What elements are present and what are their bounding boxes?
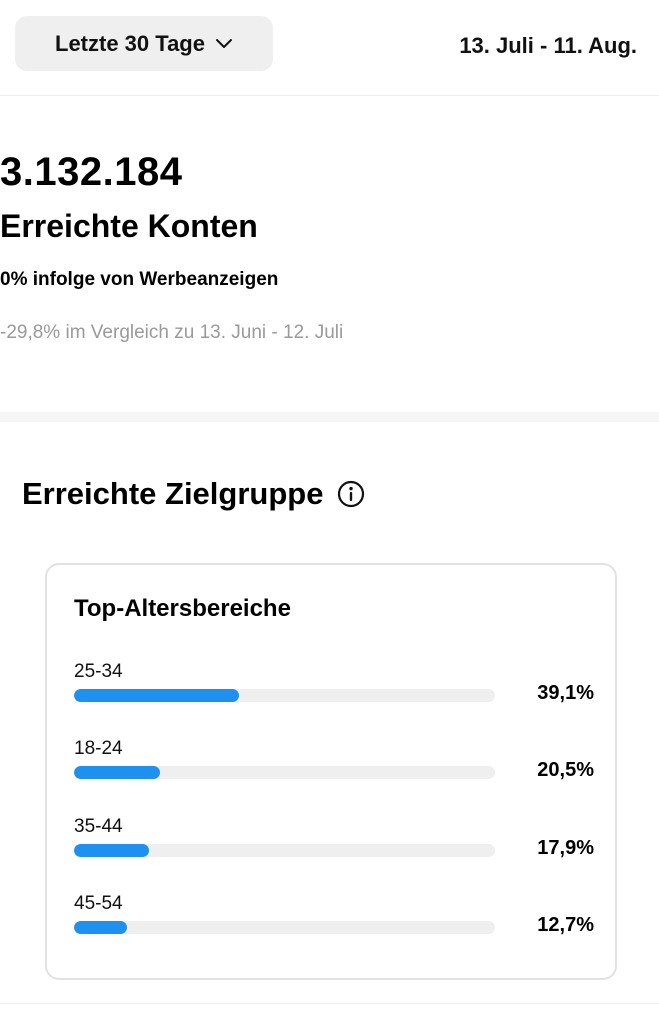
reach-number: 3.132.184 xyxy=(0,150,183,194)
age-range-value: 17,9% xyxy=(537,837,594,859)
age-range-value: 20,5% xyxy=(537,759,594,781)
age-row: 35-44 17,9% xyxy=(74,816,594,866)
audience-title-text: Erreichte Zielgruppe xyxy=(22,476,324,511)
age-bar-track xyxy=(74,766,495,779)
reach-label: Erreichte Konten xyxy=(0,208,258,244)
period-select-button[interactable]: Letzte 30 Tage xyxy=(15,16,273,71)
card-title: Top-Altersbereiche xyxy=(74,595,291,622)
age-bar-track xyxy=(74,689,495,702)
period-label: Letzte 30 Tage xyxy=(55,30,205,56)
age-range-value: 12,7% xyxy=(537,914,594,936)
section-divider xyxy=(0,412,659,422)
chevron-down-icon xyxy=(215,38,232,48)
top-age-ranges-card: Top-Altersbereiche 25-34 39,1% 18-24 20,… xyxy=(45,563,617,980)
age-row: 25-34 39,1% xyxy=(74,661,594,711)
age-range-label: 25-34 xyxy=(74,661,123,682)
age-row: 45-54 12,7% xyxy=(74,893,594,943)
age-row: 18-24 20,5% xyxy=(74,738,594,788)
age-bar-fill xyxy=(74,689,239,702)
compare-note: -29,8% im Vergleich zu 13. Juni - 12. Ju… xyxy=(0,322,344,343)
header: Letzte 30 Tage 13. Juli - 11. Aug. xyxy=(0,0,659,96)
age-bar-track xyxy=(74,844,495,857)
age-range-value: 39,1% xyxy=(537,682,594,704)
bottom-divider xyxy=(0,1003,659,1004)
audience-section-title: Erreichte Zielgruppe xyxy=(22,476,365,512)
age-range-label: 45-54 xyxy=(74,893,123,914)
age-bar-fill xyxy=(74,766,161,779)
age-bar-fill xyxy=(74,921,128,934)
age-bar-track xyxy=(74,921,495,934)
date-range: 13. Juli - 11. Aug. xyxy=(459,33,637,58)
age-range-label: 35-44 xyxy=(74,816,123,837)
ads-note: 0% infolge von Werbeanzeigen xyxy=(0,269,279,290)
age-bar-fill xyxy=(74,844,150,857)
info-icon[interactable] xyxy=(337,480,365,508)
age-range-label: 18-24 xyxy=(74,738,123,759)
